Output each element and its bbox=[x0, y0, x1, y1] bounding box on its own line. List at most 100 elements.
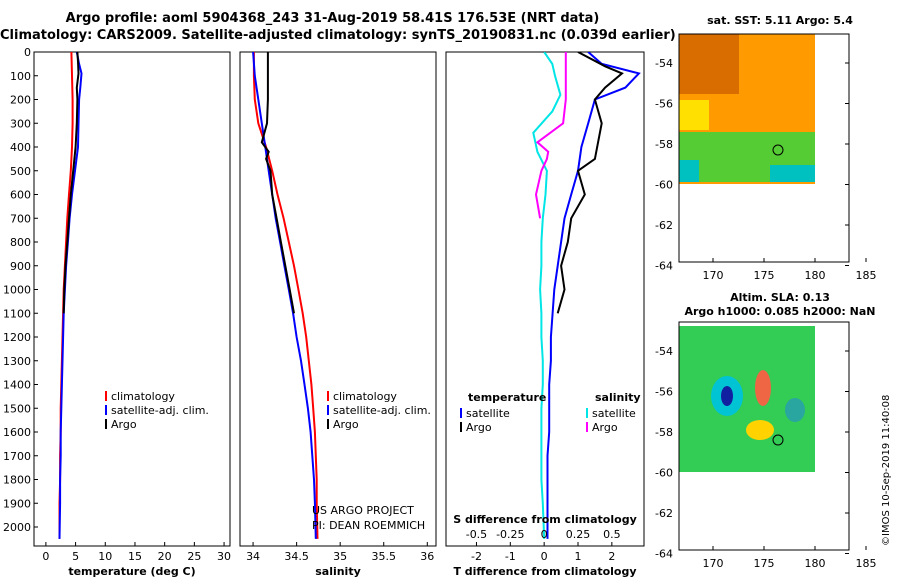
legend-label: Argo bbox=[592, 421, 618, 434]
timestamp-label: ©IMOS 10-Sep-2019 11:40:08 bbox=[881, 395, 892, 546]
legend-swatch bbox=[586, 408, 588, 418]
y-tick-label: 1500 bbox=[3, 402, 31, 415]
sst-cyan-patch-2 bbox=[679, 160, 699, 182]
y-tick-label: 1100 bbox=[3, 307, 31, 320]
top-x-tick-label: 0.25 bbox=[566, 528, 591, 541]
legend-swatch bbox=[327, 391, 329, 401]
y-tick-label: 700 bbox=[10, 212, 31, 225]
series-line bbox=[58, 52, 74, 539]
map-x-tick-label: 175 bbox=[754, 269, 775, 282]
x-tick-label: 34 bbox=[246, 550, 260, 563]
legend-swatch bbox=[586, 422, 588, 432]
y-tick-label: 1200 bbox=[3, 331, 31, 344]
panel-frame bbox=[33, 51, 231, 547]
y-tick-label: 1000 bbox=[3, 284, 31, 297]
y-tick-label: 600 bbox=[10, 189, 31, 202]
legend-label: climatology bbox=[111, 390, 175, 403]
y-tick-label: 300 bbox=[10, 117, 31, 130]
panel-frame bbox=[445, 51, 645, 547]
legend-swatch bbox=[105, 419, 107, 429]
sla-float-marker bbox=[772, 434, 784, 446]
sla-yellow-anomaly bbox=[746, 420, 774, 440]
map-axes: 170 175 180 185 -54 -56 -58 -60 -62 -64 170 175 180 1… bbox=[655, 57, 876, 570]
legend-label: satellite-adj. clim. bbox=[111, 404, 209, 417]
top-x-axis-label: S difference from climatology bbox=[453, 513, 637, 526]
legend-label: Argo bbox=[333, 418, 359, 431]
x-axis-label: salinity bbox=[315, 565, 361, 578]
legend-swatch bbox=[327, 419, 329, 429]
map-y-tick-label: -54 bbox=[655, 57, 673, 70]
legend-swatch bbox=[460, 408, 462, 418]
sla-map bbox=[678, 321, 850, 551]
x-tick-label: 36 bbox=[420, 550, 434, 563]
map-y-tick-label: -64 bbox=[655, 260, 673, 273]
map-y-tick-label: -56 bbox=[655, 98, 673, 111]
map-y-tick-label: -62 bbox=[655, 507, 673, 520]
series-line bbox=[252, 52, 317, 539]
series-line bbox=[532, 52, 562, 539]
legend-label: Argo bbox=[111, 418, 137, 431]
sst-map-title: sat. SST: 5.11 Argo: 5.4 bbox=[707, 14, 853, 27]
sla-teal-patch bbox=[785, 398, 805, 422]
y-tick-label: 1700 bbox=[3, 450, 31, 463]
x-tick-label: 10 bbox=[98, 550, 112, 563]
panel-frame bbox=[239, 51, 437, 547]
x-tick-label: 1 bbox=[575, 550, 582, 563]
top-x-tick-label: -0.25 bbox=[496, 528, 524, 541]
map-y-tick-label: -64 bbox=[655, 548, 673, 561]
legend-swatch bbox=[105, 405, 107, 415]
series-line bbox=[62, 52, 80, 314]
map-y-tick-label: -58 bbox=[655, 426, 673, 439]
top-x-tick-label: 0 bbox=[541, 528, 548, 541]
x-tick-label: 30 bbox=[217, 550, 231, 563]
series-line bbox=[252, 52, 319, 539]
y-tick-label: 1300 bbox=[3, 355, 31, 368]
y-tick-label: 500 bbox=[10, 165, 31, 178]
chart-title-line2: Climatology: CARS2009. Satellite-adjuste… bbox=[0, 28, 676, 43]
legend-title: temperature bbox=[468, 391, 546, 404]
map-x-tick-label: 175 bbox=[754, 557, 775, 570]
y-tick-label: 1800 bbox=[3, 474, 31, 487]
legend-swatch bbox=[460, 422, 462, 432]
map-y-tick-label: -54 bbox=[655, 345, 673, 358]
y-tick-label: 800 bbox=[10, 236, 31, 249]
map-y-tick-label: -56 bbox=[655, 386, 673, 399]
x-tick-label: 25 bbox=[187, 550, 201, 563]
map-y-tick-label: -62 bbox=[655, 219, 673, 232]
x-tick-label: 2 bbox=[608, 550, 615, 563]
map-x-tick-label: 180 bbox=[805, 557, 826, 570]
top-x-tick-label: 0.5 bbox=[603, 528, 621, 541]
x-tick-label: 0 bbox=[541, 550, 548, 563]
legend-label: climatology bbox=[333, 390, 397, 403]
y-tick-label: 400 bbox=[10, 141, 31, 154]
sla-map-title-line1: Altim. SLA: 0.13 bbox=[730, 291, 830, 304]
map-x-tick-label: 185 bbox=[856, 557, 877, 570]
x-tick-label: 15 bbox=[128, 550, 142, 563]
legend-label: satellite bbox=[466, 407, 510, 420]
map-x-tick-label: 170 bbox=[703, 269, 724, 282]
series-line bbox=[534, 52, 567, 219]
sla-red-anomaly bbox=[755, 370, 771, 406]
legend-title: salinity bbox=[595, 391, 641, 404]
profile-panel-1: 0100200300400500600700800900100011001200… bbox=[3, 46, 231, 578]
profile-panel-2: 34 34.5 35 35.5 36 salinity climatologysatelli… bbox=[239, 51, 437, 578]
profile-panels: 0100200300400500600700800900100011001200… bbox=[3, 46, 645, 578]
series-line bbox=[556, 52, 624, 314]
y-tick-label: 1900 bbox=[3, 497, 31, 510]
sst-cyan-patch bbox=[770, 165, 815, 182]
sst-map bbox=[678, 33, 850, 263]
x-axis-label: T difference from climatology bbox=[453, 565, 636, 578]
x-tick-label: -2 bbox=[471, 550, 482, 563]
sst-yellow-patch bbox=[679, 100, 709, 130]
y-tick-label: 1400 bbox=[3, 379, 31, 392]
x-tick-label: 35 bbox=[333, 550, 347, 563]
chart-title-line1: Argo profile: aoml 5904368_243 31-Aug-20… bbox=[65, 11, 600, 26]
y-tick-label: 900 bbox=[10, 260, 31, 273]
sst-warm-patch bbox=[679, 34, 739, 94]
legend-label: Argo bbox=[466, 421, 492, 434]
map-x-tick-label: 185 bbox=[856, 269, 877, 282]
map-x-tick-label: 170 bbox=[703, 557, 724, 570]
map-y-tick-label: -58 bbox=[655, 138, 673, 151]
y-tick-label: 0 bbox=[24, 46, 31, 59]
